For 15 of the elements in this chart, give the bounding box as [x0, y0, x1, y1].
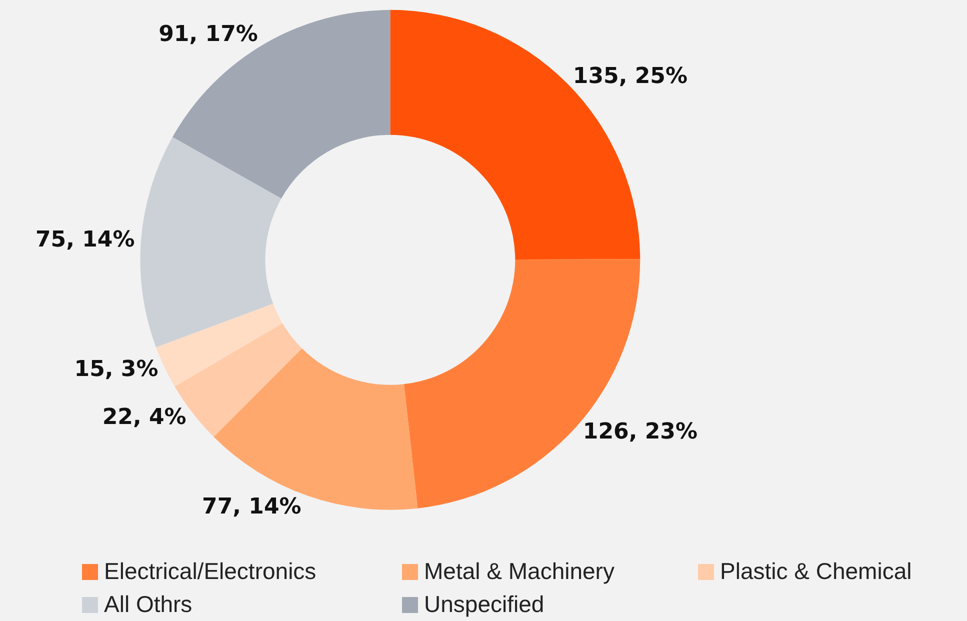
data-label: 126, 23%: [582, 419, 698, 444]
donut-slice: [140, 137, 282, 348]
data-label: 91, 17%: [158, 22, 258, 48]
legend-label: Unspecified: [424, 591, 544, 618]
donut-slice: [404, 259, 640, 508]
data-label: 22, 4%: [102, 405, 186, 430]
legend-label: All Othrs: [104, 591, 192, 618]
legend-label: Electrical/Electronics: [104, 558, 316, 585]
legend-label: Metal & Machinery: [424, 558, 614, 585]
data-label: 15, 3%: [74, 357, 158, 382]
legend-label: Plastic & Chemical: [720, 558, 912, 585]
donut-slice: [156, 304, 282, 387]
data-label: 135, 25%: [572, 64, 688, 90]
data-label: 75, 14%: [35, 228, 135, 253]
data-label: 77, 14%: [202, 494, 302, 520]
